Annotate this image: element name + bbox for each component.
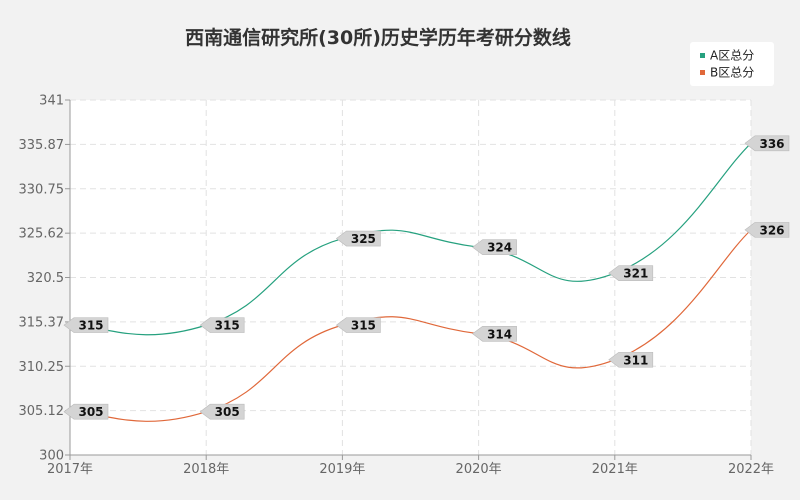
data-label-text: 314 [487, 327, 512, 341]
data-label: 321 [608, 265, 654, 281]
y-tick-label: 310.25 [19, 360, 65, 375]
data-label-tag [199, 403, 245, 420]
legend: A区总分 B区总分 [690, 42, 774, 86]
chart-title: 西南通信研究所(30所)历史学历年考研分数线 [185, 26, 571, 49]
y-tick-label: 330.75 [19, 182, 65, 197]
data-label-tag [472, 325, 517, 342]
y-tick-label: 320.5 [27, 271, 64, 286]
data-label-tag [608, 351, 654, 368]
legend-label[interactable]: A区总分 [710, 49, 754, 63]
data-label: 305 [63, 403, 109, 420]
data-label-text: 311 [623, 353, 648, 367]
data-label-text: 305 [215, 405, 240, 419]
data-label-tag [335, 230, 381, 247]
data-label-text: 315 [78, 319, 103, 333]
series-line-b [69, 229, 752, 422]
data-label-tag [744, 135, 790, 152]
x-tick-label: 2020年 [456, 462, 502, 477]
data-labels: 315 315 325 324 321 336 305 305 315 314 311 326 [63, 135, 790, 420]
data-label-tag [199, 317, 245, 333]
data-label-tag [335, 317, 381, 333]
x-tick-label: 2018年 [183, 462, 229, 477]
data-label-text: 336 [759, 137, 784, 151]
y-tick-label: 325.62 [19, 227, 65, 242]
series-layer [69, 142, 752, 422]
data-label-tag [744, 222, 790, 238]
legend-label[interactable]: B区总分 [710, 66, 754, 80]
legend-box [690, 42, 774, 86]
data-label: 326 [744, 222, 790, 238]
data-label-tag [63, 317, 109, 333]
data-label-text: 321 [623, 267, 648, 281]
y-tick-label: 300 [39, 449, 64, 464]
data-label: 336 [744, 135, 790, 152]
data-label-tag [608, 265, 654, 281]
data-label: 315 [199, 317, 245, 333]
data-label-text: 326 [759, 223, 784, 237]
data-label-tag [63, 403, 109, 420]
y-tick-label: 341 [39, 94, 64, 109]
y-tick-label: 335.87 [19, 138, 65, 153]
data-label: 314 [472, 325, 517, 342]
axes: 300 305.12 310.25 315.37 320.5 325.62 330.75 33… [19, 94, 775, 478]
data-label-text: 315 [351, 319, 376, 333]
data-label: 315 [335, 317, 381, 333]
y-tick-label: 305.12 [19, 404, 65, 419]
x-tick-label: 2021年 [592, 462, 638, 477]
series-line-a [69, 142, 752, 336]
x-tick-label: 2019年 [319, 462, 365, 477]
data-label: 315 [63, 317, 109, 333]
y-tick-label: 315.37 [19, 315, 65, 330]
grid-lines [70, 99, 752, 455]
x-tick-label: 2017年 [47, 462, 93, 477]
data-label: 324 [472, 239, 517, 255]
data-label: 325 [335, 230, 381, 247]
data-label-text: 315 [215, 319, 240, 333]
data-label: 305 [199, 403, 245, 420]
data-label-text: 325 [351, 232, 376, 246]
data-label: 311 [608, 351, 654, 368]
data-label-text: 324 [487, 241, 512, 255]
data-label-tag [472, 239, 517, 255]
legend-marker [700, 53, 705, 58]
x-tick-label: 2022年 [728, 462, 774, 477]
data-label-text: 305 [78, 405, 103, 419]
legend-marker [700, 70, 705, 75]
